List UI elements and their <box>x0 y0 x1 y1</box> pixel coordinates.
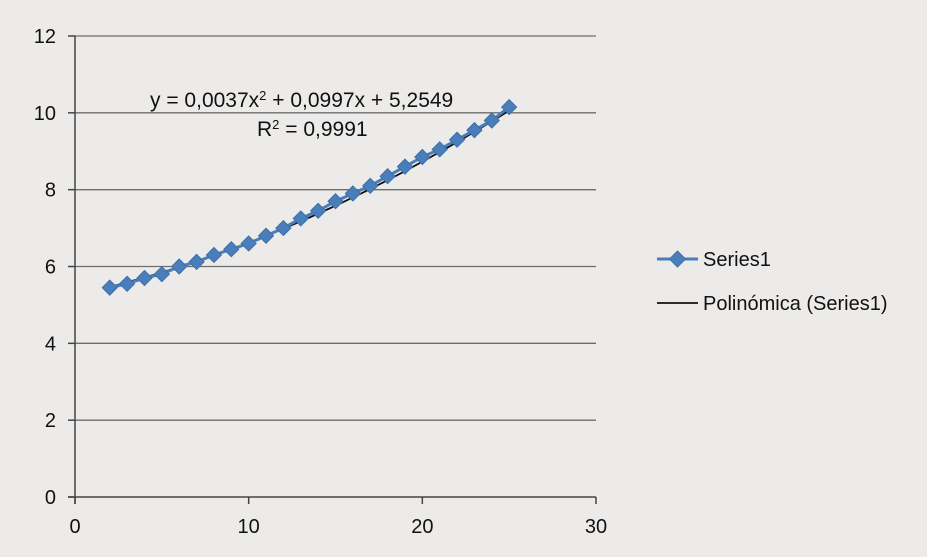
series1-point <box>448 131 466 148</box>
series1-point <box>292 210 309 227</box>
series1-point <box>205 246 223 264</box>
series1-point <box>414 148 431 166</box>
series1-point <box>153 265 171 283</box>
series1-point <box>275 219 292 237</box>
y-tick-label-0: 0 <box>45 487 56 509</box>
series1-point <box>362 177 379 195</box>
tick-labels: 0 2 4 6 8 10 12 0 10 20 30 <box>34 26 607 538</box>
axes <box>68 35 597 504</box>
y-tick-label-4: 4 <box>45 333 56 355</box>
y-tick-label-12: 12 <box>34 26 56 48</box>
equation-superscript: 2 <box>259 88 266 103</box>
x-tick-label-20: 20 <box>411 516 433 538</box>
legend-item-series1: Series1 <box>657 249 771 271</box>
x-tick-label-30: 30 <box>585 516 607 538</box>
r-squared-value: = 0,9991 <box>279 118 367 141</box>
y-tick-label-10: 10 <box>34 103 56 125</box>
legend-series1-label: Series1 <box>703 249 771 271</box>
legend-series1-marker <box>668 250 687 268</box>
r-squared-superscript: 2 <box>272 117 279 132</box>
series1-point <box>170 258 188 275</box>
series1-point <box>257 227 275 244</box>
legend-item-trendline: Polinómica (Series1) <box>657 293 888 315</box>
series1-point <box>379 168 396 185</box>
series1-point <box>431 141 448 158</box>
series1-point <box>327 192 344 210</box>
r-squared-text: R <box>257 118 272 141</box>
series1-point <box>240 235 257 252</box>
svg-text:y = 0,0037x2 + 0,0997x + 5,254: y = 0,0037x2 + 0,0997x + 5,2549 <box>150 88 453 113</box>
series1-point <box>223 241 240 258</box>
series1-point <box>136 269 153 287</box>
legend: Series1 Polinómica (Series1) <box>657 249 888 315</box>
equation-text: y = 0,0037x <box>150 89 260 112</box>
series1-point <box>500 98 518 116</box>
y-tick-label-2: 2 <box>45 410 56 432</box>
series1-point <box>101 279 118 296</box>
series1-point <box>344 185 362 202</box>
legend-trendline-label: Polinómica (Series1) <box>703 293 888 315</box>
y-tick-label-6: 6 <box>45 257 56 279</box>
series1-point <box>396 158 414 175</box>
svg-text:R2 = 0,9991: R2 = 0,9991 <box>257 117 368 142</box>
x-tick-label-0: 0 <box>69 516 80 538</box>
series1-point <box>483 112 501 129</box>
series1-point <box>309 202 327 220</box>
trendline-equation: y = 0,0037x2 + 0,0997x + 5,2549 R2 = 0,9… <box>150 88 453 142</box>
series1-point <box>118 275 136 292</box>
y-tick-label-8: 8 <box>45 180 56 202</box>
equation-text-rest: + 0,0997x + 5,2549 <box>266 89 453 112</box>
series1-point <box>466 121 483 139</box>
series1-markers <box>101 98 518 296</box>
x-tick-label-10: 10 <box>238 516 260 538</box>
series1-point <box>188 253 205 271</box>
